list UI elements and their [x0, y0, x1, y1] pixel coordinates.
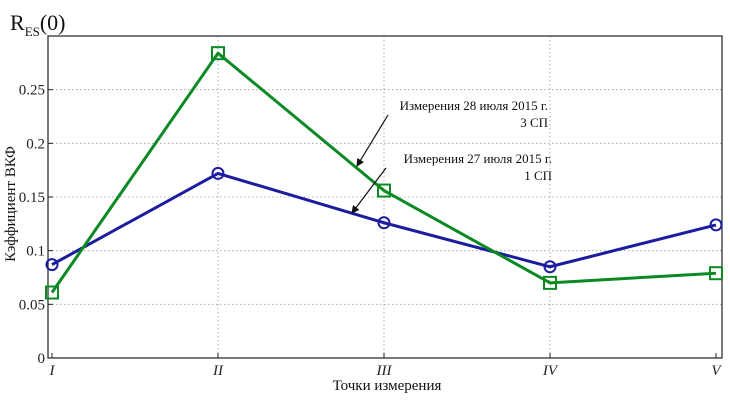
- x-tick-label: I: [49, 363, 56, 379]
- series-2-point: [45, 285, 59, 300]
- series-1-point: [377, 216, 391, 230]
- series-2-point: [211, 46, 225, 61]
- annotation-2-line1: Измерения 27 июля 2015 г.: [404, 151, 552, 166]
- series-group: [45, 46, 723, 300]
- series-2-point: [543, 275, 557, 290]
- series-2-point: [709, 266, 723, 281]
- y-ticks: 0 0.05 0.1 0.15 0.2 0.25: [19, 83, 53, 367]
- series-1-point: [45, 258, 59, 272]
- series-1-point: [709, 218, 723, 232]
- annotation-1-line1: Измерения 28 июля 2015 г.: [400, 98, 548, 113]
- annotation-1-arrow: [356, 114, 389, 167]
- y-axis-label: Кэффициент ВКФ: [3, 146, 19, 262]
- annotation-2-line2: 1 СП: [524, 168, 552, 183]
- annotation-1-line2: 3 СП: [520, 115, 548, 130]
- corner-label-suffix: (0): [40, 10, 66, 35]
- annotation-2-arrow: [351, 167, 387, 214]
- y-tick-label: 0.1: [26, 244, 45, 260]
- y-tick-label: 0.2: [26, 136, 45, 152]
- series-2-point: [377, 183, 391, 198]
- series-1-point: [543, 260, 557, 274]
- series-1-line: [51, 171, 717, 269]
- y-tick-label: 0.15: [19, 190, 45, 206]
- series-2-line: [50, 51, 717, 294]
- corner-label-sub: ES: [25, 24, 40, 39]
- x-tick-label: IV: [542, 363, 559, 379]
- x-tick-label: II: [212, 363, 224, 379]
- series-1-point: [211, 166, 225, 180]
- corner-label-main: R: [10, 10, 25, 35]
- corner-label: RES(0): [10, 10, 66, 39]
- x-tick-label: III: [376, 363, 393, 379]
- x-tick-label: V: [711, 363, 722, 379]
- x-axis-label: Точки измерения: [333, 378, 442, 394]
- y-tick-label: 0.25: [19, 83, 45, 99]
- y-tick-label: 0: [38, 351, 46, 367]
- y-tick-label: 0.05: [19, 297, 45, 313]
- x-ticks: I II III IV V: [49, 353, 722, 379]
